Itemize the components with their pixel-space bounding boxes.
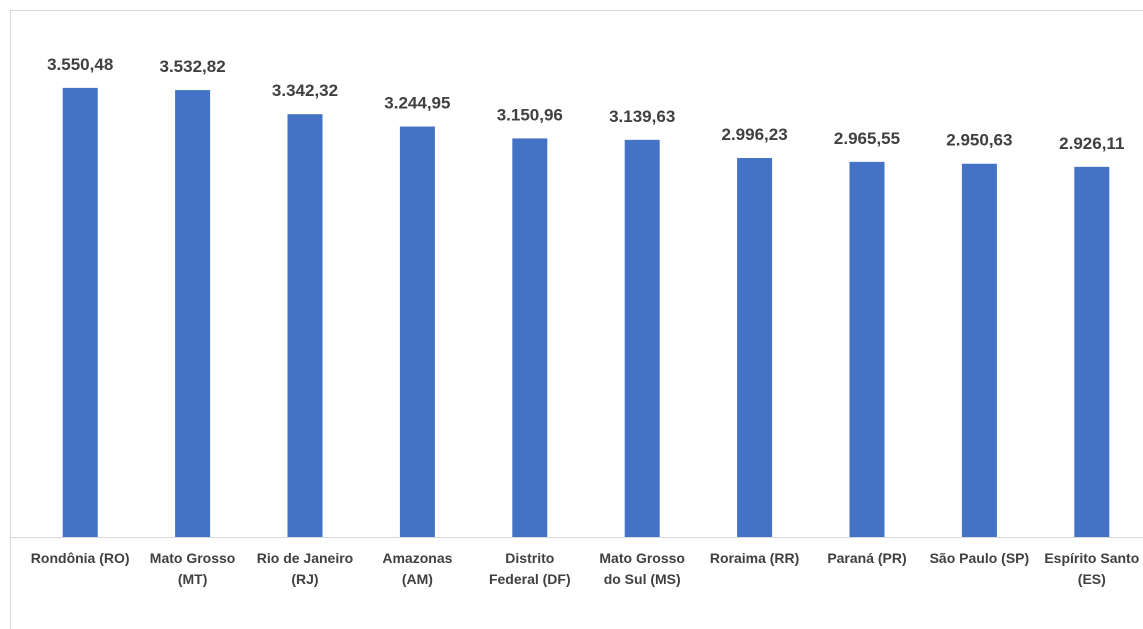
x-tick-label: Espírito Santo (ES) [1044,550,1140,587]
x-tick-label: Rondônia (RO) [30,550,130,566]
bar [62,87,98,537]
x-tick-label: Amazonas (AM) [382,550,453,587]
data-label: 3.550,48 [47,55,113,74]
x-tick-label: Mato Grosso (MT) [149,550,236,587]
x-tick-label: São Paulo (SP) [929,550,1030,566]
bar [624,139,660,538]
data-label: 2.965,55 [834,129,900,148]
data-label: 3.150,96 [497,105,563,124]
bar [961,163,997,537]
bar [1074,166,1110,537]
x-tick-label: Mato Grosso do Sul (MS) [599,550,685,587]
chart-frame [10,10,1143,629]
bar [512,138,548,537]
bar [175,90,211,537]
data-label: 2.996,23 [722,125,788,144]
data-label: 3.342,32 [272,81,338,100]
data-label: 3.139,63 [609,107,675,126]
x-tick-label: Distrito Federal (DF) [488,550,571,587]
x-tick-label: Roraima (RR) [709,550,800,566]
x-tick-label: Rio de Janeiro (RJ) [256,550,354,587]
bar [849,161,885,538]
bar [399,126,435,537]
bar [287,114,323,537]
bar [737,157,773,537]
data-label: 2.926,11 [1059,134,1124,153]
data-label: 3.244,95 [384,94,450,113]
x-tick-label: Paraná (PR) [827,550,907,566]
data-label: 2.950,63 [946,131,1012,150]
data-label: 3.532,82 [160,57,226,76]
